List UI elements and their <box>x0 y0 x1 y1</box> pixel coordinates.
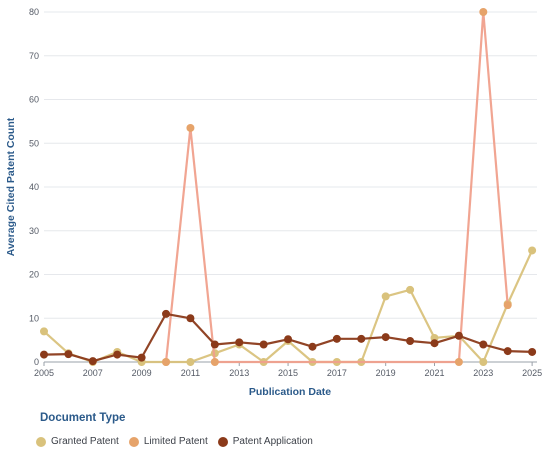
y-tick-label: 30 <box>29 226 39 236</box>
x-tick-label: 2011 <box>181 368 200 378</box>
y-tick-label: 40 <box>29 182 39 192</box>
x-axis-title: Publication Date <box>249 386 331 398</box>
legend-item-limited-patent[interactable]: Limited Patent <box>128 436 208 447</box>
patent-application-point <box>406 337 415 345</box>
x-tick-label: 2025 <box>522 368 542 378</box>
y-tick-label: 80 <box>29 7 39 17</box>
legend-label: Limited Patent <box>143 436 208 447</box>
granted-patent-point <box>381 292 390 301</box>
patent-application-point <box>479 340 488 349</box>
x-tick-label: 2005 <box>34 368 54 378</box>
patent-application-point <box>40 350 48 359</box>
x-tick-label: 2015 <box>278 368 298 378</box>
patent-application-point <box>454 331 463 340</box>
granted-patent-point <box>186 358 195 366</box>
patent-application-point <box>259 340 268 349</box>
granted-patent-point <box>479 358 488 366</box>
granted-patent-point <box>528 246 537 255</box>
patent-application-point <box>503 347 512 356</box>
patent-application-point <box>528 347 537 356</box>
y-tick-labels: 0 10 20 30 40 50 60 70 80 <box>29 7 39 367</box>
limited-patent-point <box>186 123 195 132</box>
patent-application-point <box>113 350 122 359</box>
patent-application-point <box>284 335 293 344</box>
granted-patent-line <box>43 249 534 364</box>
series-group <box>40 8 537 366</box>
patent-application-point <box>64 350 73 359</box>
x-tick-labels: 2005 2007 2009 2011 2013 2015 2017 2019 2021 2023… <box>34 368 542 378</box>
limited-patent-point <box>210 358 219 366</box>
limited-patent-point <box>503 301 512 310</box>
granted-patent-point <box>406 285 415 294</box>
y-tick-label: 0 <box>34 357 39 367</box>
patent-application-point <box>357 334 366 343</box>
y-tick-label: 70 <box>29 51 39 61</box>
x-tick-label: 2023 <box>473 368 493 378</box>
limited-patent-point <box>162 358 171 366</box>
legend-item-patent-application[interactable]: Patent Application <box>217 436 313 447</box>
patent-application-point <box>430 339 439 348</box>
legend-marker-icon <box>36 436 46 447</box>
legend-label: Patent Application <box>232 436 313 447</box>
legend-marker-icon <box>128 436 139 447</box>
limited-patent-line <box>164 10 509 364</box>
x-tick-label: 2017 <box>327 368 347 378</box>
patent-application-point <box>137 353 146 362</box>
legend-item-granted-patent[interactable]: Granted Patent <box>36 436 119 447</box>
y-tick-label: 20 <box>29 270 39 280</box>
x-tick-label: 2009 <box>132 368 152 378</box>
y-tick-label: 10 <box>29 313 39 323</box>
limited-patent-point <box>454 358 463 366</box>
grid-lines <box>43 11 537 366</box>
patent-application-point <box>88 357 97 366</box>
x-tick-label: 2021 <box>424 368 444 378</box>
legend-title: Document Type <box>40 412 126 424</box>
legend-label: Granted Patent <box>51 436 119 447</box>
limited-patent-point <box>479 8 488 16</box>
patent-application-point <box>235 338 244 347</box>
x-tick-label: 2019 <box>376 368 396 378</box>
patent-application-point <box>162 309 171 318</box>
granted-patent-point <box>40 327 48 336</box>
patent-application-point <box>308 342 317 351</box>
y-tick-label: 50 <box>29 138 39 148</box>
patent-application-point <box>210 340 219 349</box>
legend-marker-icon <box>217 436 228 447</box>
patent-application-point <box>186 314 195 323</box>
y-tick-label: 60 <box>29 95 39 105</box>
patent-application-point <box>381 333 390 342</box>
x-tick-label: 2013 <box>229 368 249 378</box>
patent-application-point <box>332 334 341 343</box>
y-axis-title: Average Cited Patent Count <box>5 117 17 256</box>
x-tick-label: 2007 <box>83 368 103 378</box>
legend: Granted Patent Limited Patent Patent Appli… <box>36 436 313 447</box>
